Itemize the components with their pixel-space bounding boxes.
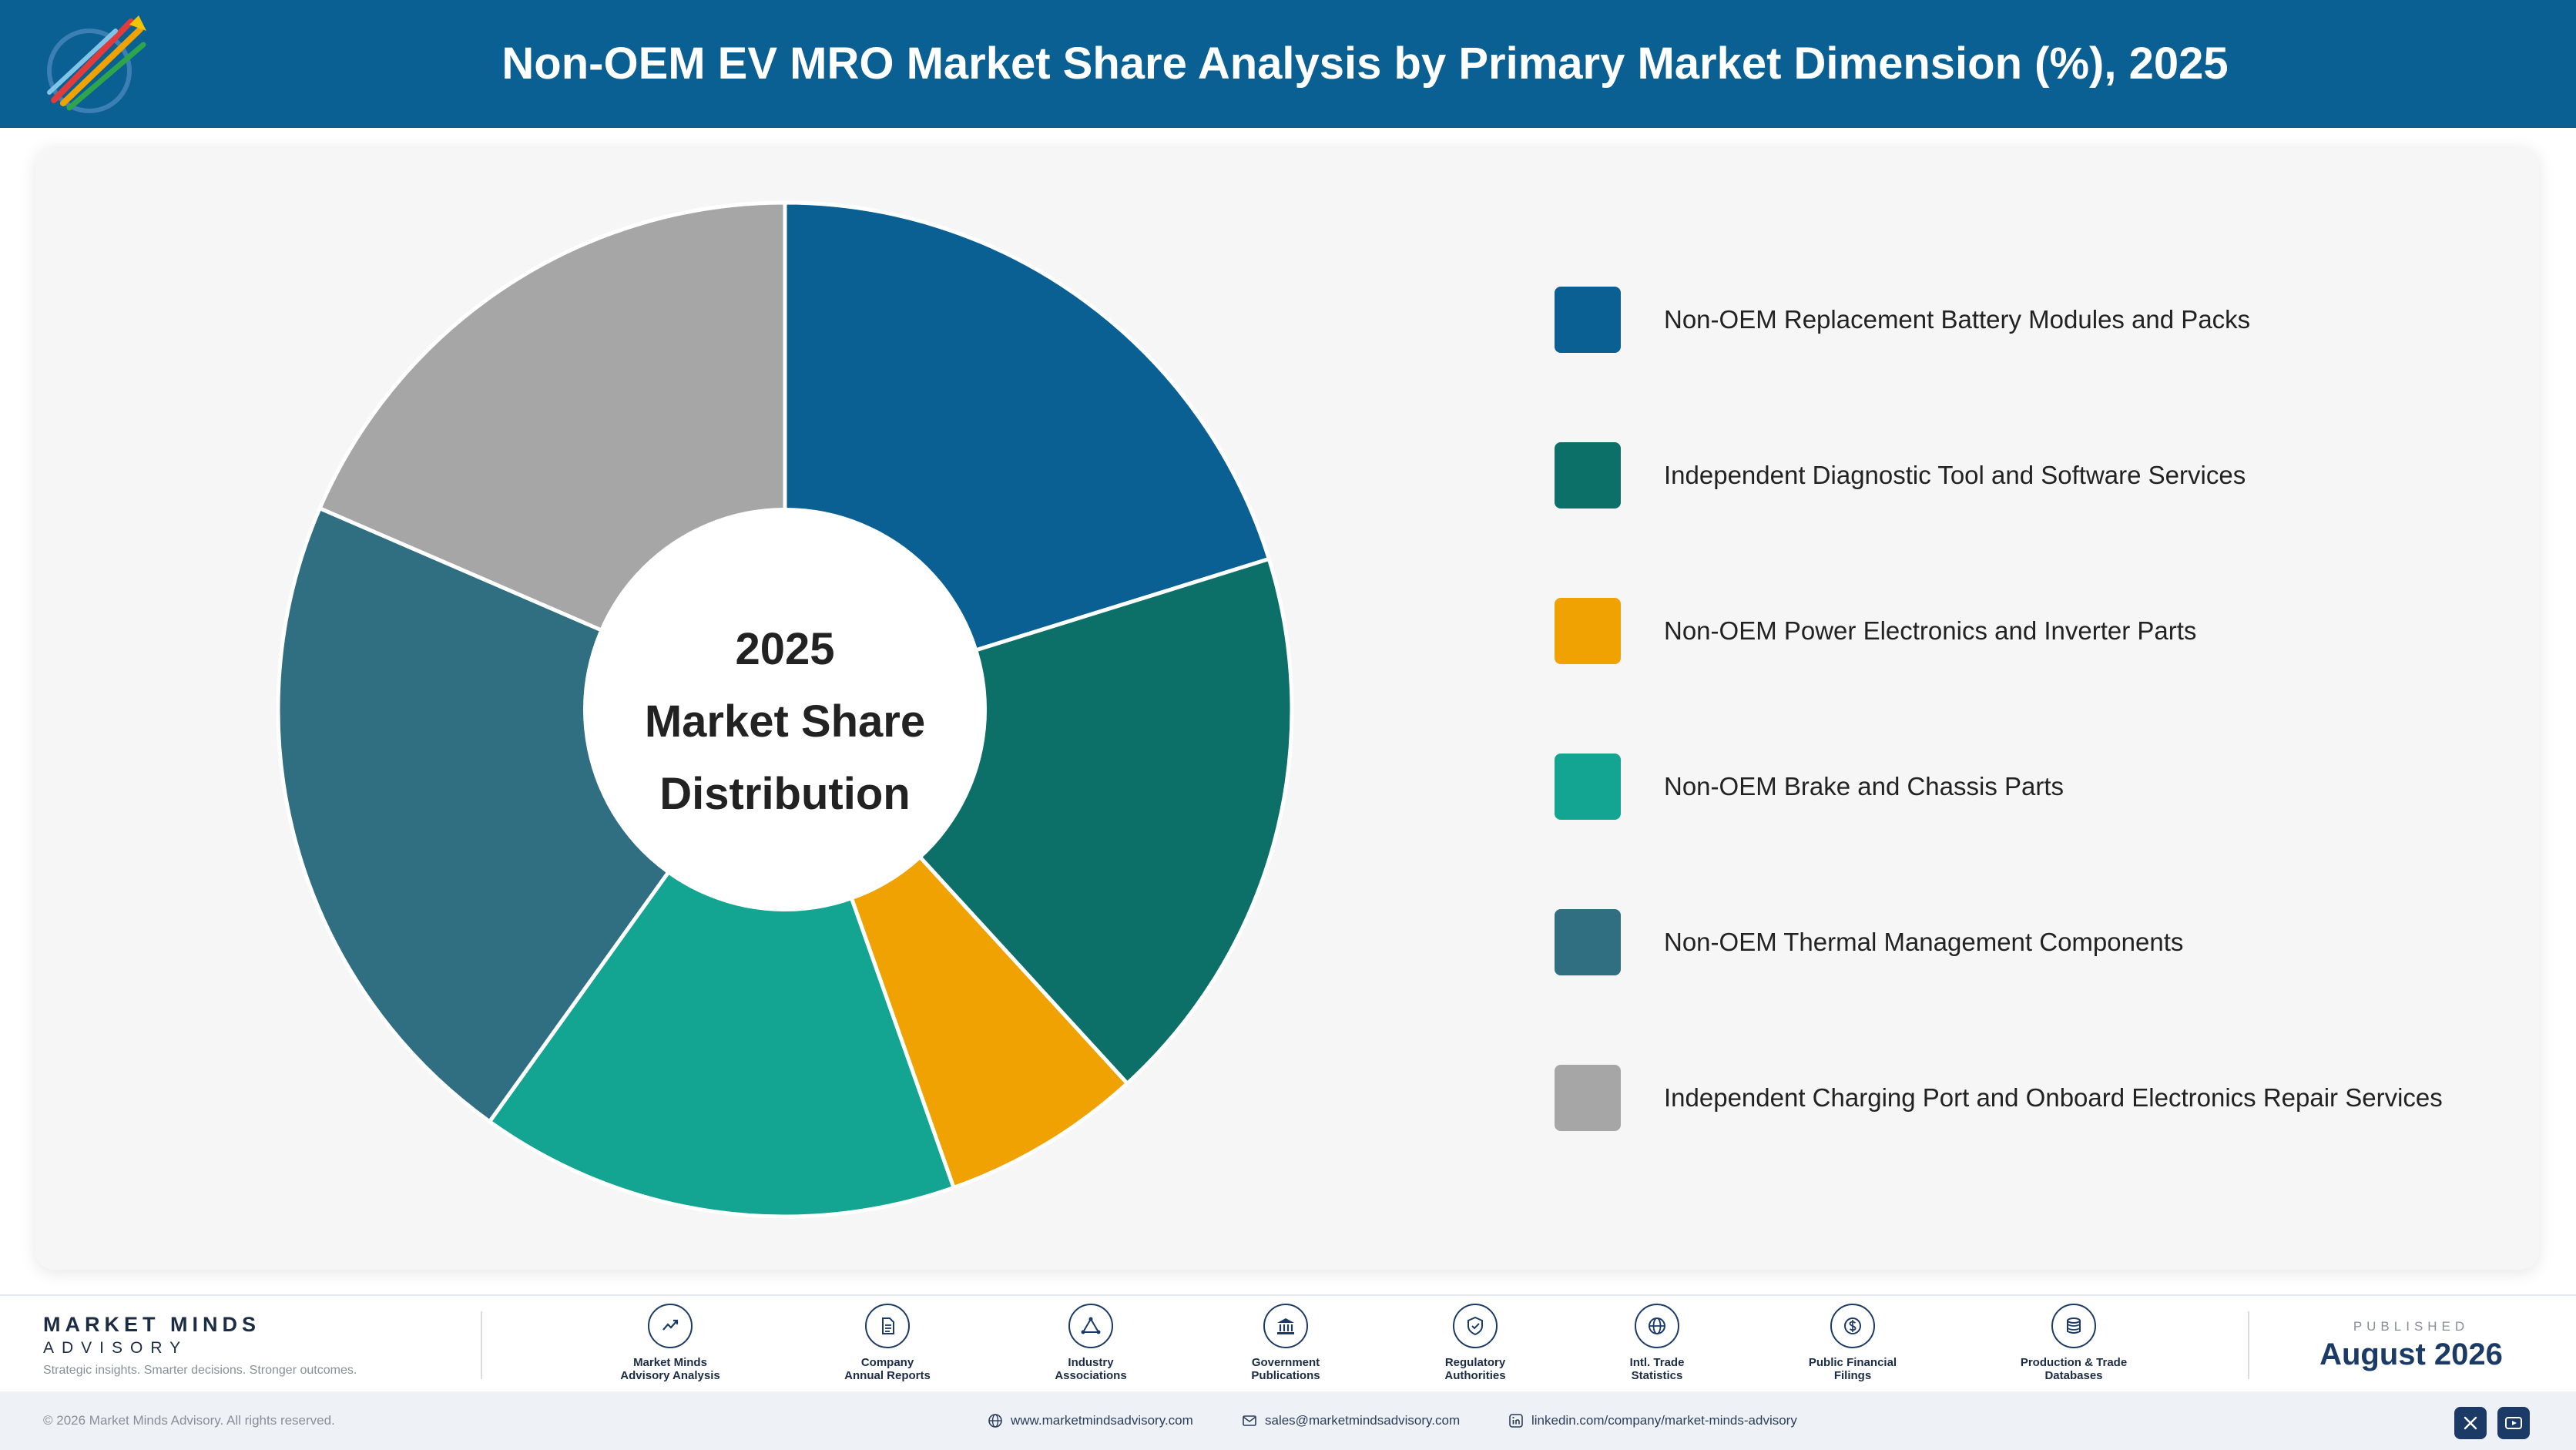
legend-label: Independent Diagnostic Tool and Software… [1664,461,2246,489]
legend-item: Non-OEM Power Electronics and Inverter P… [1555,598,2556,666]
source-label: Regulatory Authorities [1398,1356,1552,1382]
chart-line-icon [648,1304,693,1348]
published-label: PUBLISHED [2353,1319,2470,1334]
legend-swatch [1555,598,1621,664]
legend-item: Non-OEM Thermal Management Components [1555,909,2556,977]
source-label: Industry Associations [1014,1356,1168,1382]
shield-check-icon [1453,1304,1498,1348]
email-text: sales@marketmindsadvisory.com [1265,1413,1461,1428]
source-label-line: Industry [1068,1356,1114,1369]
globe-icon [1635,1304,1679,1348]
company-logo [47,15,146,113]
source-item: Intl. Trade Statistics [1580,1304,1734,1382]
footer: MARKET MINDS ADVISORY Strategic insights… [0,1294,2576,1391]
legend-item: Independent Charging Port and Onboard El… [1555,1065,2556,1133]
source-label-line: Regulatory [1444,1356,1506,1369]
legend-swatch [1555,754,1621,820]
brand-subtitle: ADVISORY [43,1339,189,1357]
dollar-coin-icon [1830,1304,1875,1348]
published-date: August 2026 [2319,1338,2503,1371]
youtube-icon [2505,1417,2522,1429]
source-label-line: Production & Trade [2020,1356,2128,1369]
x-social-button[interactable] [2454,1407,2487,1439]
network-icon [1068,1304,1113,1348]
source-label-line: Market Minds [633,1356,707,1369]
source-label: Public Financial Filings [1776,1356,1930,1382]
bottom-bar: © 2026 Market Minds Advisory. All rights… [0,1391,2576,1450]
source-label-line: Public Financial [1808,1356,1897,1369]
email-link[interactable]: sales@marketmindsadvisory.com [1242,1391,1460,1450]
youtube-social-button[interactable] [2497,1407,2530,1439]
header-bar: Non-OEM EV MRO Market Share Analysis by … [0,0,2576,128]
center-label-line-3: Distribution [659,769,910,819]
legend-item: Independent Diagnostic Tool and Software… [1555,442,2556,510]
legend-swatch [1555,1065,1621,1131]
source-label: Government Publications [1209,1356,1363,1382]
legend-item: Non-OEM Replacement Battery Modules and … [1555,287,2556,354]
linkedin-icon [1509,1414,1523,1428]
source-item: Industry Associations [1014,1304,1168,1382]
source-label: Intl. Trade Statistics [1580,1356,1734,1382]
source-label-line: Intl. Trade [1629,1356,1685,1369]
donut-hole [583,508,987,911]
source-label: Production & Trade Databases [1997,1356,2151,1382]
source-item: Government Publications [1209,1304,1363,1382]
footer-divider [481,1311,482,1379]
government-building-icon [1263,1304,1308,1348]
brand-tagline: Strategic insights. Smarter decisions. S… [43,1364,357,1377]
source-label-line: Publications [1251,1369,1320,1382]
center-label-line-2: Market Share [645,696,925,747]
source-label-line: Annual Reports [844,1369,931,1382]
globe-icon [988,1414,1002,1428]
source-label-line: Statistics [1631,1369,1683,1382]
source-item: Market Minds Advisory Analysis [593,1304,747,1382]
x-icon [2464,1416,2477,1430]
source-label-line: Authorities [1444,1369,1506,1382]
website-link[interactable]: www.marketmindsadvisory.com [988,1391,1193,1450]
copyright-text: © 2026 Market Minds Advisory. All rights… [43,1413,335,1428]
linkedin-text: linkedin.com/company/market-minds-adviso… [1531,1413,1797,1428]
legend-label: Non-OEM Power Electronics and Inverter P… [1664,616,2197,645]
source-label-line: Company [860,1356,914,1369]
source-label-line: Databases [2044,1369,2103,1382]
source-item: Production & Trade Databases [1997,1304,2151,1382]
pie-slice-4 [488,707,956,1219]
mail-icon [1243,1415,1256,1426]
legend-item: Non-OEM Brake and Chassis Parts [1555,754,2556,821]
source-item: Regulatory Authorities [1398,1304,1552,1382]
legend-label: Non-OEM Thermal Management Components [1664,928,2184,956]
brand-name: MARKET MINDS [43,1313,260,1336]
footer-divider [2248,1311,2249,1379]
legend-swatch [1555,442,1621,509]
source-label-line: Associations [1055,1369,1127,1382]
legend-label: Independent Charging Port and Onboard El… [1664,1083,2443,1112]
document-icon [865,1304,910,1348]
website-text: www.marketmindsadvisory.com [1011,1413,1193,1428]
source-label: Market Minds Advisory Analysis [593,1356,747,1382]
legend-swatch [1555,909,1621,975]
source-item: Company Annual Reports [810,1304,964,1382]
chart-title: Non-OEM EV MRO Market Share Analysis by … [501,39,2229,89]
legend-label: Non-OEM Brake and Chassis Parts [1664,772,2064,801]
center-label-line-1: 2025 [735,624,834,674]
legend-swatch [1555,287,1621,353]
legend-label: Non-OEM Replacement Battery Modules and … [1664,305,2251,334]
linkedin-link[interactable]: linkedin.com/company/market-minds-adviso… [1508,1391,1797,1450]
source-item: Public Financial Filings [1776,1304,1930,1382]
source-label-line: Government [1251,1356,1320,1369]
source-label: Company Annual Reports [810,1356,964,1382]
source-label-line: Filings [1833,1369,1872,1382]
database-icon [2051,1304,2096,1348]
source-label-line: Advisory Analysis [620,1369,720,1382]
